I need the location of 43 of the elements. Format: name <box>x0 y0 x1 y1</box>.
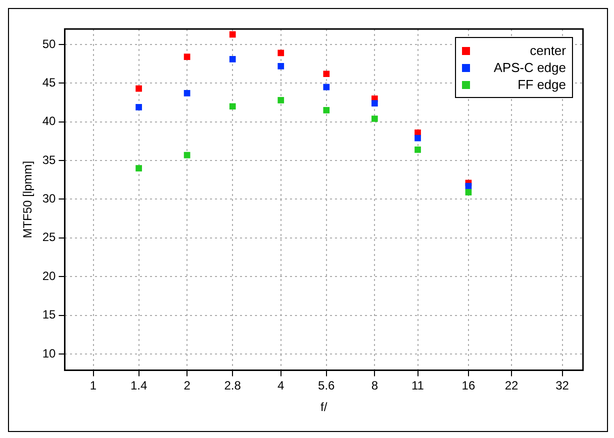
x-tick-label: 16 <box>462 378 476 393</box>
point <box>229 31 236 38</box>
point <box>323 70 330 78</box>
x-tick-label: 1 <box>90 378 97 393</box>
legend-label: APS-C edge <box>494 59 566 76</box>
x-tick-label: 5.6 <box>318 378 336 393</box>
point <box>229 103 236 110</box>
point <box>184 54 190 60</box>
point <box>323 107 330 114</box>
y-tick-label: 40 <box>42 114 56 128</box>
text: FF edge <box>518 76 566 93</box>
x-tick-label: 22 <box>504 378 519 393</box>
x-tick-label: 2 <box>184 378 191 393</box>
y-axis-title: MTF50 [lpmm] <box>20 160 35 238</box>
point <box>278 62 284 70</box>
y-tick-label: 10 <box>42 346 56 360</box>
y-tick-label: 30 <box>42 192 56 206</box>
x-tick-label: 11 <box>412 378 424 393</box>
x-tick-label: 1.4 <box>130 378 148 393</box>
point <box>278 97 284 104</box>
y-tick-label: 20 <box>42 268 56 283</box>
point <box>371 116 378 122</box>
text: center <box>530 42 566 59</box>
point <box>136 85 142 92</box>
y-tick-label: 50 <box>42 36 56 51</box>
y-tick-label: 45 <box>42 75 56 90</box>
y-tick-label: 25 <box>42 230 56 244</box>
point <box>184 90 190 96</box>
point <box>136 165 142 172</box>
y-tick-label: 35 <box>42 152 56 167</box>
point <box>465 189 472 196</box>
point <box>278 50 284 56</box>
x-tick-label: 32 <box>556 378 570 393</box>
point <box>136 104 142 110</box>
x-tick-label: 8 <box>371 378 378 393</box>
x-tick-label: 2.8 <box>224 378 242 393</box>
x-tick-label: 4 <box>278 378 285 393</box>
x-axis-title: f/ <box>320 400 328 414</box>
point <box>323 84 330 90</box>
point <box>229 56 236 62</box>
point <box>371 100 378 106</box>
y-tick-label: 15 <box>42 308 56 322</box>
point <box>184 152 190 158</box>
